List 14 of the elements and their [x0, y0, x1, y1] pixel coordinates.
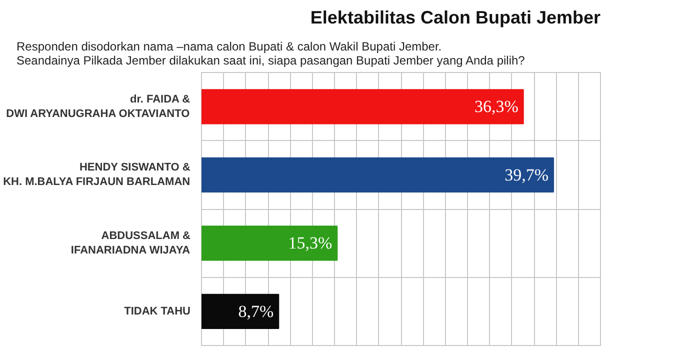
data-label: 39,7%: [504, 165, 549, 184]
bar: [202, 157, 554, 192]
y-tick-label: dr. FAIDA & DWI ARYANUGRAHA OKTAVIANTO: [6, 93, 190, 120]
bar: [202, 294, 280, 329]
data-label: 36,3%: [474, 97, 518, 116]
data-label: 8,7%: [238, 302, 274, 321]
y-tick-label: ABDUSSALAM & IFANARIADNA WIJAYA: [70, 230, 191, 256]
bar: [202, 89, 524, 124]
y-tick-label: HENDY SISWANTO & KH. M.BALYA FIRJAUN BARLAMAN: [3, 162, 190, 188]
data-label: 15,3%: [288, 234, 332, 253]
bar: [202, 226, 338, 261]
chart-title: Elektabilitas Calon Bupati Jember: [310, 8, 601, 28]
chart-subtitle: Responden disodorkan nama –nama calon Bupati & calon Wakil Bupati Jember. Seandainya Pilkada Jember dilakukan saat ini, siapa pasangan Bupati Jember yang Anda pilih?: [16, 40, 526, 68]
y-tick-label: TIDAK TAHU: [124, 305, 191, 318]
